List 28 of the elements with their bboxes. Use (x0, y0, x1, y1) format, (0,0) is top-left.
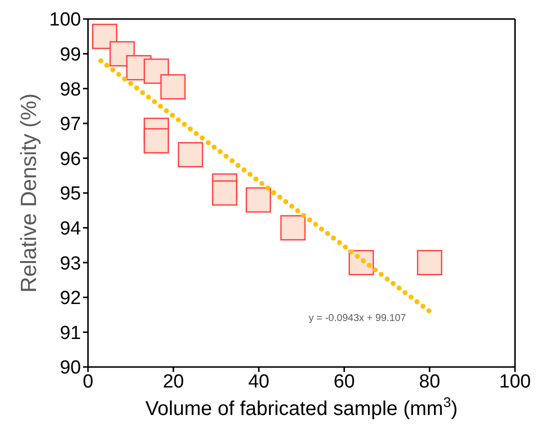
x-tick-label: 80 (419, 371, 440, 392)
point (92, 24, 118, 50)
point (212, 180, 238, 206)
y-tick-label: 98 (60, 79, 81, 100)
annotation: y = -0.0943x + 99.107 (308, 313, 406, 324)
y-tick-label: 94 (60, 218, 82, 240)
point (144, 128, 169, 154)
point (416, 250, 442, 276)
y-tick-label: 99 (60, 44, 81, 66)
y-tick-label: 91 (60, 322, 81, 344)
point (246, 187, 272, 213)
x-tick-label: 40 (248, 371, 270, 392)
y-tick-label: 97 (60, 114, 81, 136)
point (280, 215, 306, 240)
x-tick-label: 20 (162, 371, 184, 392)
point (160, 74, 186, 100)
y-axis-title: Relative Density (%) (16, 93, 41, 293)
y-tick-label: 95 (60, 184, 81, 205)
x-tick-label: 100 (499, 371, 531, 392)
y-tick-label: 96 (60, 148, 81, 170)
x-axis-title: Volume of fabricated sample (mm$^{3}$) (145, 394, 458, 420)
y-tick-label: 93 (60, 253, 81, 274)
x-tick-label: 60 (334, 371, 355, 392)
y-tick-label: 92 (60, 288, 81, 310)
y-tick-label: 100 (49, 10, 81, 31)
point (178, 142, 204, 168)
x-tick-label: 0 (82, 371, 94, 392)
y-tick-label: 90 (60, 358, 81, 379)
